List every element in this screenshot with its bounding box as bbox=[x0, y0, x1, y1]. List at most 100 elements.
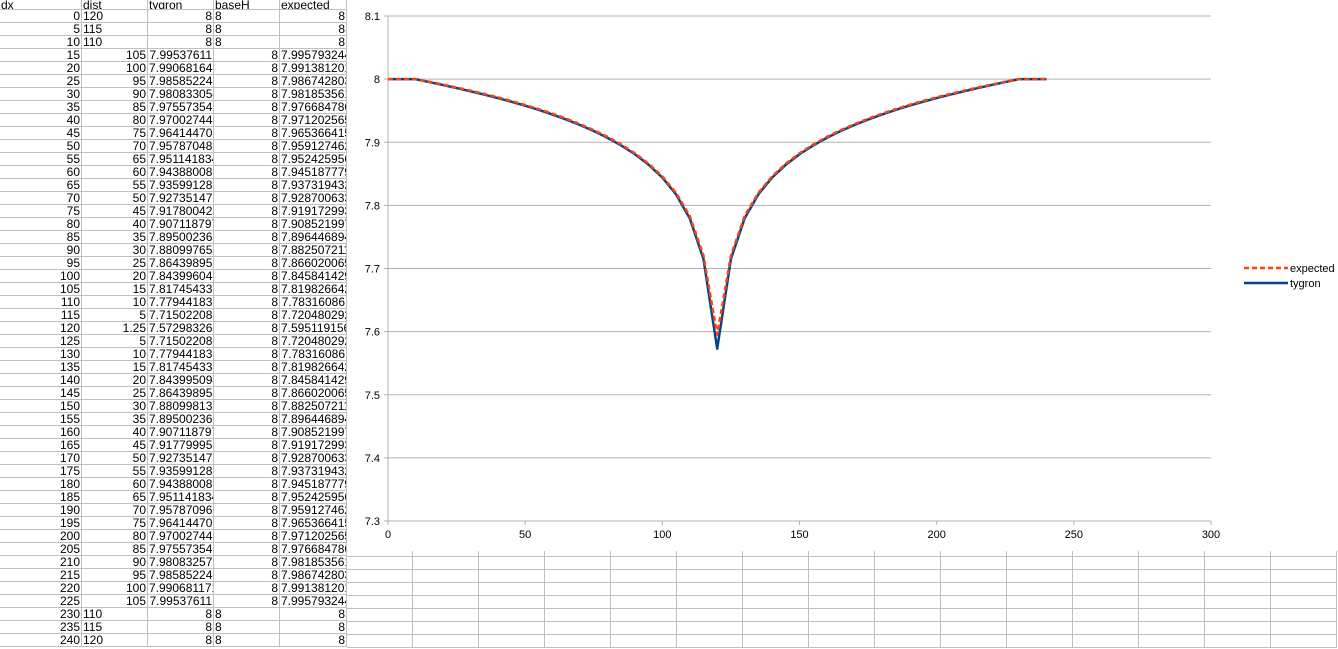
empty-cell[interactable] bbox=[1073, 609, 1139, 622]
cell-tygron[interactable]: 7.980833054 bbox=[148, 88, 214, 101]
cell-tygron[interactable]: 8 bbox=[148, 634, 214, 647]
empty-cell[interactable] bbox=[809, 635, 875, 648]
cell-baseH[interactable]: 8 bbox=[214, 23, 280, 36]
cell-dx[interactable]: 80 bbox=[0, 218, 82, 231]
cell-tygron[interactable]: 7.817454338 bbox=[148, 361, 214, 374]
empty-cell[interactable] bbox=[875, 635, 941, 648]
cell-expected[interactable]: 7.866020065 bbox=[280, 387, 347, 400]
empty-cell[interactable] bbox=[545, 596, 611, 609]
empty-cell[interactable] bbox=[941, 635, 1007, 648]
cell-expected[interactable]: 7.882507211 bbox=[280, 400, 347, 413]
cell-tygron[interactable]: 7.779441833 bbox=[148, 348, 214, 361]
cell-baseH[interactable]: 8 bbox=[214, 296, 280, 309]
empty-cell[interactable] bbox=[743, 570, 809, 583]
empty-cell[interactable] bbox=[875, 557, 941, 570]
cell-tygron[interactable]: 7.985852242 bbox=[148, 75, 214, 88]
cell-dx[interactable]: 240 bbox=[0, 634, 82, 647]
empty-cell[interactable] bbox=[347, 596, 413, 609]
cell-dx[interactable]: 35 bbox=[0, 101, 82, 114]
cell-tygron[interactable]: 7.880998135 bbox=[148, 400, 214, 413]
cell-dx[interactable]: 5 bbox=[0, 23, 82, 36]
cell-expected[interactable]: 7.919172993 bbox=[280, 439, 347, 452]
cell-dist[interactable]: 10 bbox=[82, 348, 148, 361]
empty-cell[interactable] bbox=[743, 557, 809, 570]
empty-cell[interactable] bbox=[1205, 609, 1271, 622]
cell-baseH[interactable]: 8 bbox=[214, 452, 280, 465]
cell-baseH[interactable]: 8 bbox=[214, 556, 280, 569]
cell-baseH[interactable]: 8 bbox=[214, 166, 280, 179]
cell-dist[interactable]: 65 bbox=[82, 491, 148, 504]
cell-dist[interactable]: 85 bbox=[82, 543, 148, 556]
empty-cell[interactable] bbox=[1007, 596, 1073, 609]
cell-tygron[interactable]: 7.715022087 bbox=[148, 335, 214, 348]
cell-dx[interactable]: 155 bbox=[0, 413, 82, 426]
cell-expected[interactable]: 7.866020065 bbox=[280, 257, 347, 270]
cell-expected[interactable]: 8 bbox=[280, 634, 347, 647]
cell-dist[interactable]: 15 bbox=[82, 283, 148, 296]
cell-expected[interactable]: 7.971202565 bbox=[280, 114, 347, 127]
cell-dx[interactable]: 170 bbox=[0, 452, 82, 465]
cell-baseH[interactable]: 8 bbox=[214, 88, 280, 101]
cell-dx[interactable]: 25 bbox=[0, 75, 82, 88]
cell-tygron[interactable]: 7.935991287 bbox=[148, 465, 214, 478]
empty-cell[interactable] bbox=[677, 622, 743, 635]
cell-expected[interactable]: 7.896446894 bbox=[280, 231, 347, 244]
cell-baseH[interactable]: 8 bbox=[214, 517, 280, 530]
empty-cell[interactable] bbox=[1271, 609, 1337, 622]
cell-expected[interactable]: 7.952425956 bbox=[280, 153, 347, 166]
cell-dx[interactable]: 20 bbox=[0, 62, 82, 75]
cell-expected[interactable]: 7.976684786 bbox=[280, 543, 347, 556]
cell-tygron[interactable]: 7.843995094 bbox=[148, 374, 214, 387]
cell-dx[interactable]: 200 bbox=[0, 530, 82, 543]
cell-baseH[interactable]: 8 bbox=[214, 218, 280, 231]
cell-dist[interactable]: 30 bbox=[82, 400, 148, 413]
empty-cell[interactable] bbox=[611, 635, 677, 648]
cell-dx[interactable]: 110 bbox=[0, 296, 82, 309]
empty-cell[interactable] bbox=[809, 609, 875, 622]
empty-cell[interactable] bbox=[677, 635, 743, 648]
cell-dx[interactable]: 195 bbox=[0, 517, 82, 530]
empty-cell[interactable] bbox=[677, 557, 743, 570]
cell-baseH[interactable]: 8 bbox=[214, 75, 280, 88]
cell-dx[interactable]: 165 bbox=[0, 439, 82, 452]
cell-tygron[interactable]: 7.907118797 bbox=[148, 426, 214, 439]
empty-cell[interactable] bbox=[941, 609, 1007, 622]
cell-dist[interactable]: 55 bbox=[82, 465, 148, 478]
cell-baseH[interactable]: 8 bbox=[214, 504, 280, 517]
empty-cell[interactable] bbox=[1139, 635, 1205, 648]
cell-baseH[interactable]: 8 bbox=[214, 244, 280, 257]
empty-cell[interactable] bbox=[1271, 622, 1337, 635]
cell-expected[interactable]: 8 bbox=[280, 608, 347, 621]
cell-tygron[interactable]: 7.951141834 bbox=[148, 491, 214, 504]
cell-tygron[interactable]: 7.964144707 bbox=[148, 127, 214, 140]
line-chart[interactable]: 7.3 7.4 7.5 7.6 7.7 7.8 7.9 8 8.1 0 50 100 150 200 250… bbox=[347, 0, 1338, 551]
cell-tygron[interactable]: 7.779441833 bbox=[148, 296, 214, 309]
cell-dx[interactable]: 225 bbox=[0, 595, 82, 608]
cell-expected[interactable]: 7.78316086 bbox=[280, 296, 347, 309]
cell-dx[interactable]: 230 bbox=[0, 608, 82, 621]
cell-baseH[interactable]: 8 bbox=[214, 530, 280, 543]
cell-dx[interactable]: 125 bbox=[0, 335, 82, 348]
empty-cell[interactable] bbox=[1271, 557, 1337, 570]
empty-cell[interactable] bbox=[1073, 583, 1139, 596]
cell-dist[interactable]: 95 bbox=[82, 75, 148, 88]
cell-dx[interactable]: 190 bbox=[0, 504, 82, 517]
cell-dist[interactable]: 90 bbox=[82, 556, 148, 569]
cell-tygron[interactable]: 8 bbox=[148, 608, 214, 621]
empty-cell[interactable] bbox=[545, 635, 611, 648]
empty-cell[interactable] bbox=[941, 622, 1007, 635]
cell-tygron[interactable]: 7.935991287 bbox=[148, 179, 214, 192]
cell-expected[interactable]: 7.971202565 bbox=[280, 530, 347, 543]
cell-dx[interactable]: 180 bbox=[0, 478, 82, 491]
cell-dist[interactable]: 115 bbox=[82, 621, 148, 634]
cell-dx[interactable]: 0 bbox=[0, 10, 82, 23]
cell-dist[interactable]: 20 bbox=[82, 374, 148, 387]
cell-dist[interactable]: 45 bbox=[82, 439, 148, 452]
cell-baseH[interactable]: 8 bbox=[214, 491, 280, 504]
cell-expected[interactable]: 7.896446894 bbox=[280, 413, 347, 426]
cell-expected[interactable]: 7.976684786 bbox=[280, 101, 347, 114]
empty-cell[interactable] bbox=[809, 557, 875, 570]
empty-cell[interactable] bbox=[413, 596, 479, 609]
cell-baseH[interactable]: 8 bbox=[214, 10, 280, 23]
cell-tygron[interactable]: 7.957870483 bbox=[148, 140, 214, 153]
